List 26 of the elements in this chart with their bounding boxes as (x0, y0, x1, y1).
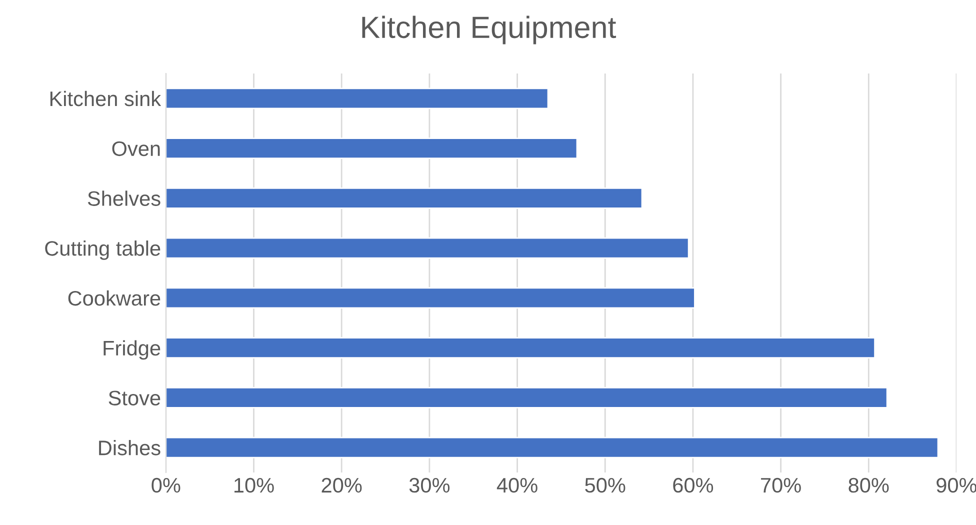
x-tick-label: 10% (234, 478, 274, 493)
bar (166, 138, 578, 159)
x-tick-label: 40% (496, 478, 538, 493)
y-tick-label: Fridge (104, 340, 160, 360)
bar (166, 188, 643, 209)
x-tick-label: 50% (585, 478, 626, 493)
y-tick-label: Kitchen sink (50, 90, 162, 106)
x-tick-label: 0% (152, 478, 180, 493)
x-tick-label: 30% (409, 478, 450, 493)
x-tick-label: 80% (848, 478, 889, 493)
bar (166, 237, 690, 259)
y-tick-label: Cookware (68, 290, 160, 306)
bar (166, 436, 939, 458)
y-tick-label: Stove (108, 390, 160, 406)
x-tick-label: 70% (761, 478, 801, 493)
x-tick-label: 20% (322, 478, 362, 493)
y-tick-label: Oven (112, 141, 160, 156)
y-tick-label: Dishes (99, 440, 160, 456)
bar (166, 337, 876, 358)
bar (166, 387, 888, 408)
chart-title: Kitchen Equipment (362, 16, 616, 44)
y-tick-label: Shelves (88, 190, 160, 206)
x-tick-label: 60% (673, 478, 714, 493)
bar (166, 88, 549, 110)
y-tick-label: Cutting table (45, 240, 160, 260)
bar (166, 287, 696, 309)
